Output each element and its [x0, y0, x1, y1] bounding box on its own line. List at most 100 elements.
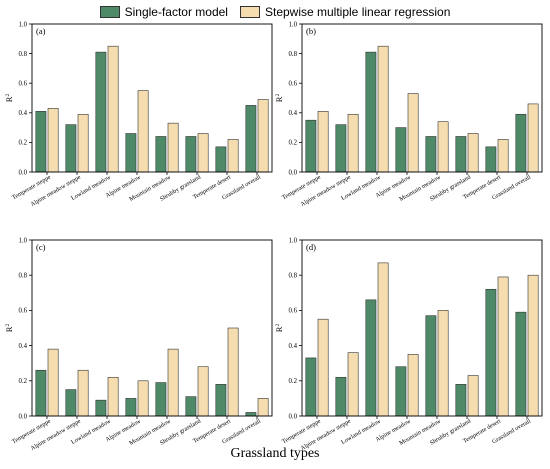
bar-panel1-stepwise-7	[227, 139, 239, 173]
y-tick-label-panel4-0.0: 0.0	[289, 413, 298, 420]
bar-panel3-stepwise-2	[77, 369, 89, 417]
bar-panel1-stepwise-5	[167, 122, 179, 173]
x-axis-title: Grassland types	[230, 446, 320, 461]
bar-panel3-single-factor-4	[125, 398, 137, 417]
legend: Single-factor model Stepwise multiple li…	[0, 3, 550, 21]
bar-panel2-single-factor-1	[305, 119, 317, 173]
y-tick-label-panel3-0.4: 0.4	[19, 343, 28, 350]
bar-panel4-single-factor-7	[485, 288, 497, 417]
bar-panel1-stepwise-1	[47, 108, 59, 173]
bar-panel2-stepwise-6	[467, 133, 479, 173]
bar-panel3-stepwise-4	[137, 380, 149, 417]
y-axis-label-panel2: R2	[274, 94, 284, 103]
bar-panel2-single-factor-6	[455, 136, 467, 173]
y-tick-label-panel4-0.4: 0.4	[289, 343, 298, 350]
bar-panel2-single-factor-3	[365, 51, 377, 173]
bar-panel4-single-factor-6	[455, 384, 467, 417]
bar-panel4-stepwise-8	[527, 274, 539, 417]
legend-item-stepwise: Stepwise multiple linear regression	[239, 5, 451, 19]
y-tick-label-panel4-0.8: 0.8	[289, 273, 298, 280]
bar-panel4-single-factor-1	[305, 357, 317, 417]
y-axis-label-panel4: R2	[274, 324, 284, 333]
panel-label-2: (b)	[306, 26, 316, 36]
y-tick-label-panel1-0.4: 0.4	[19, 110, 28, 117]
legend-label-stepwise: Stepwise multiple linear regression	[264, 5, 451, 19]
bar-panel3-single-factor-5	[155, 382, 167, 417]
bar-panel1-single-factor-4	[125, 133, 137, 173]
bar-panel2-stepwise-8	[527, 103, 539, 173]
bar-panel3-single-factor-8	[245, 412, 257, 417]
y-tick-label-panel2-0.4: 0.4	[289, 110, 298, 117]
legend-item-single-factor: Single-factor model	[99, 5, 228, 19]
bar-panel3-single-factor-3	[95, 399, 107, 417]
bar-panel3-single-factor-6	[185, 396, 197, 417]
plot-frame-panel3	[31, 239, 273, 417]
plot-frame-panel2	[301, 23, 543, 173]
bar-panel1-stepwise-6	[197, 133, 209, 173]
legend-swatch-stepwise	[239, 6, 260, 18]
y-tick-label-panel1-0.0: 0.0	[19, 169, 28, 176]
bar-panel3-single-factor-7	[215, 384, 227, 417]
bar-panel3-stepwise-5	[167, 348, 179, 417]
y-tick-label-panel4-0.2: 0.2	[289, 378, 298, 385]
bar-panel1-single-factor-8	[245, 105, 257, 173]
bar-panel4-stepwise-2	[347, 352, 359, 417]
bar-panel2-stepwise-5	[437, 121, 449, 173]
y-tick-label-panel1-0.8: 0.8	[19, 51, 28, 58]
y-tick-label-panel4-1.0: 1.0	[289, 237, 298, 244]
bar-panel4-single-factor-3	[365, 299, 377, 417]
y-tick-label-panel2-0.8: 0.8	[289, 51, 298, 58]
bar-panel2-single-factor-7	[485, 146, 497, 173]
bar-panel4-stepwise-3	[377, 262, 389, 417]
bar-panel1-stepwise-4	[137, 90, 149, 173]
bar-panel2-stepwise-3	[377, 45, 389, 173]
plot-frame-panel4	[301, 239, 543, 417]
legend-swatch-single-factor	[99, 6, 120, 18]
bar-panel4-single-factor-4	[395, 366, 407, 417]
y-tick-label-panel3-0.2: 0.2	[19, 378, 28, 385]
bar-panel1-stepwise-2	[77, 113, 89, 173]
bar-panel1-single-factor-5	[155, 136, 167, 173]
y-tick-label-panel1-0.2: 0.2	[19, 140, 28, 147]
y-tick-label-panel4-0.6: 0.6	[289, 308, 298, 315]
panel-label-3: (c)	[36, 242, 46, 252]
bar-panel3-stepwise-7	[227, 327, 239, 417]
y-tick-label-panel1-1.0: 1.0	[19, 21, 28, 28]
bar-panel3-single-factor-2	[65, 389, 77, 417]
bar-panel2-stepwise-4	[407, 93, 419, 173]
y-tick-label-panel3-0.8: 0.8	[19, 273, 28, 280]
bar-panel2-stepwise-2	[347, 113, 359, 173]
bar-panel2-single-factor-2	[335, 124, 347, 173]
bar-panel1-single-factor-1	[35, 111, 47, 173]
y-tick-label-panel3-1.0: 1.0	[19, 237, 28, 244]
bar-panel1-single-factor-6	[185, 136, 197, 173]
panel-label-1: (a)	[36, 26, 46, 36]
y-tick-label-panel3-0.6: 0.6	[19, 308, 28, 315]
bar-panel2-single-factor-8	[515, 113, 527, 173]
legend-label-single-factor: Single-factor model	[124, 5, 228, 19]
y-axis-label-panel3: R2	[4, 324, 14, 333]
bar-panel1-single-factor-3	[95, 51, 107, 173]
bar-panel3-single-factor-1	[35, 369, 47, 417]
bar-panel4-stepwise-7	[497, 276, 509, 417]
bar-panel4-stepwise-1	[317, 318, 329, 417]
bar-panel1-stepwise-8	[257, 99, 269, 173]
x-tick-label-panel2-2: Alpine meadow steppe	[299, 174, 352, 209]
bar-panel4-single-factor-2	[335, 376, 347, 417]
y-tick-label-panel2-0.0: 0.0	[289, 169, 298, 176]
y-tick-label-panel2-1.0: 1.0	[289, 21, 298, 28]
bar-panel3-stepwise-1	[47, 348, 59, 417]
bar-panel2-stepwise-7	[497, 139, 509, 173]
bar-panel4-stepwise-6	[467, 375, 479, 417]
x-tick-label-panel1-2: Alpine meadow steppe	[29, 174, 82, 209]
y-tick-label-panel1-0.6: 0.6	[19, 81, 28, 88]
plot-frame-panel1	[31, 23, 273, 173]
y-tick-label-panel2-0.6: 0.6	[289, 81, 298, 88]
panel-label-4: (d)	[306, 242, 316, 252]
y-axis-label-panel1: R2	[4, 94, 14, 103]
bar-panel3-stepwise-6	[197, 366, 209, 417]
bar-panel2-stepwise-1	[317, 111, 329, 173]
